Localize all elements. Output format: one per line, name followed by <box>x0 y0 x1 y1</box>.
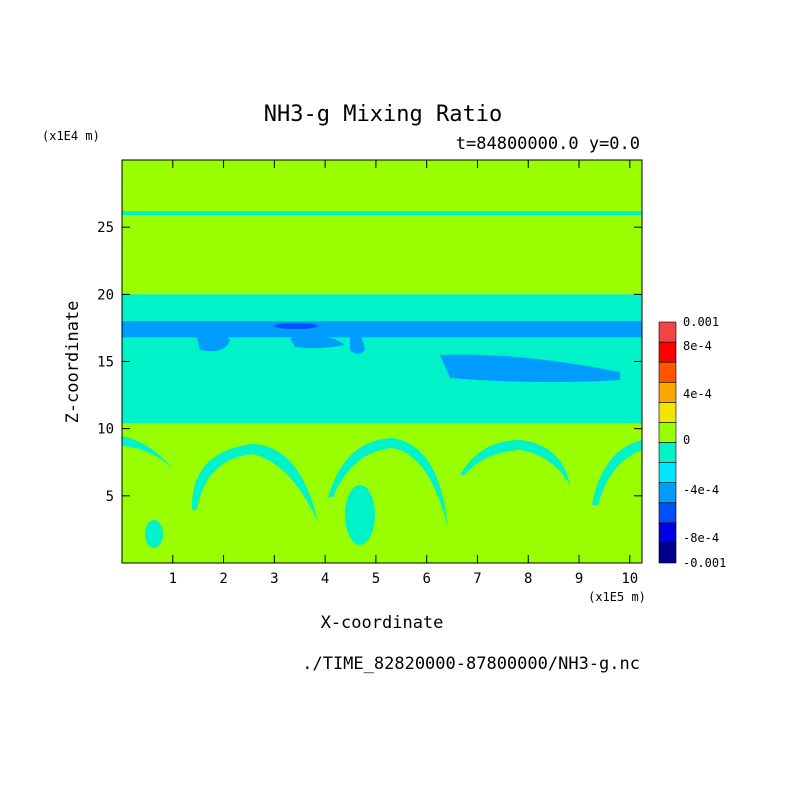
y-tick-label: 5 <box>106 489 114 505</box>
x-tick-label: 8 <box>524 571 532 587</box>
colorbar-swatch <box>658 462 677 483</box>
colorbar-swatch <box>658 341 677 363</box>
colorbar-swatch <box>658 381 677 403</box>
colorbar-swatch <box>658 542 677 564</box>
colorbar-label: 0 <box>683 433 690 447</box>
x-tick-label: 6 <box>422 571 430 587</box>
y-tick-label: 25 <box>97 220 114 236</box>
x-axis: 1 2 3 4 5 6 7 8 9 10 <box>169 160 638 587</box>
x-tick-label: 3 <box>270 571 278 587</box>
y-tick-label: 20 <box>97 287 114 303</box>
colorbar-swatch <box>658 321 677 343</box>
x-tick-label: 5 <box>372 571 380 587</box>
x-tick-label: 9 <box>575 571 583 587</box>
colorbar-swatch <box>658 482 677 504</box>
x-tick-label: 10 <box>621 571 638 587</box>
colorbar-label: 0.001 <box>683 315 719 329</box>
colorbar-label: 4e-4 <box>683 387 712 401</box>
colorbar-label: -4e-4 <box>683 483 719 497</box>
field-band <box>122 294 642 306</box>
colorbar-swatch <box>658 402 677 423</box>
y-tick-label: 10 <box>97 422 114 438</box>
colorbar: 0.001 8e-4 4e-4 0 -4e-4 -8e-4 -0.001 <box>658 315 726 570</box>
y-scale-label: (x1E4 m) <box>42 129 100 143</box>
x-tick-label: 2 <box>219 571 227 587</box>
x-tick-label: 4 <box>321 571 329 587</box>
colorbar-swatch <box>658 422 677 443</box>
y-tick-label: 15 <box>97 355 114 371</box>
chart-title: NH3-g Mixing Ratio <box>264 102 502 127</box>
chart-subtitle: t=84800000.0 y=0.0 <box>456 134 640 154</box>
colorbar-label: -0.001 <box>683 556 726 570</box>
colorbar-swatch <box>658 522 677 544</box>
x-axis-label: X-coordinate <box>321 613 444 633</box>
field-band <box>122 211 642 216</box>
colorbar-label: 8e-4 <box>683 339 712 353</box>
y-axis-label: Z-coordinate <box>63 301 83 424</box>
colorbar-swatch <box>658 502 677 524</box>
y-axis: 5 10 15 20 25 <box>97 220 642 505</box>
colorbar-swatch <box>658 442 677 463</box>
field-band <box>122 321 642 338</box>
colorbar-label: -8e-4 <box>683 531 719 545</box>
x-scale-label: (x1E5 m) <box>588 590 646 604</box>
contour-field <box>122 160 642 563</box>
source-file: ./TIME_82820000-87800000/NH3-g.nc <box>302 654 640 674</box>
x-tick-label: 1 <box>169 571 177 587</box>
x-tick-label: 7 <box>473 571 481 587</box>
colorbar-swatch <box>658 361 677 383</box>
